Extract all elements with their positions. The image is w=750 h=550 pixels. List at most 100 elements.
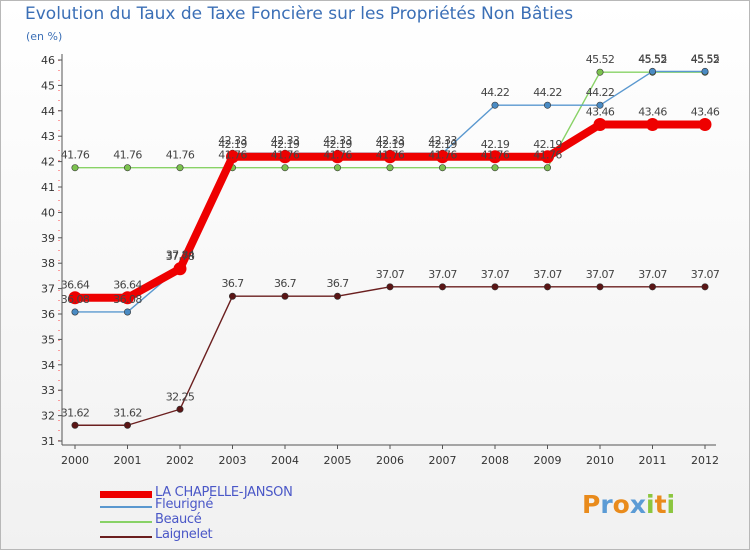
data-label-fleurigne: 42.33 (323, 134, 352, 147)
data-label-laignelet: 31.62 (113, 406, 142, 419)
y-tick-label: 36 (41, 308, 55, 321)
data-point-laignelet (333, 292, 341, 300)
x-tick-label: 2005 (324, 454, 352, 467)
x-tick-label: 2001 (114, 454, 142, 467)
y-tick-label: 40 (41, 206, 55, 219)
legend-swatch (100, 536, 152, 538)
data-label-laignelet: 37.07 (428, 268, 457, 281)
data-point-laignelet (281, 292, 289, 300)
x-tick-label: 2000 (61, 454, 89, 467)
data-label-la-chapelle-janson: 42.19 (428, 138, 457, 151)
data-point-beauce (438, 164, 446, 172)
data-label-fleurigne: 44.22 (481, 86, 510, 99)
data-label-la-chapelle-janson: 42.19 (533, 138, 562, 151)
data-label-fleurigne: 42.33 (271, 134, 300, 147)
data-point-laignelet (124, 421, 132, 429)
data-point-beauce (176, 164, 184, 172)
data-point-la-chapelle-janson (698, 118, 712, 132)
y-tick-label: 31 (41, 435, 55, 448)
data-label-fleurigne: 44.22 (533, 86, 562, 99)
data-point-laignelet (648, 283, 656, 291)
data-point-beauce (386, 164, 394, 172)
data-label-laignelet: 36.7 (274, 277, 297, 290)
data-point-laignelet (176, 405, 184, 413)
data-point-la-chapelle-janson (541, 150, 554, 164)
data-point-beauce (333, 164, 341, 172)
data-point-laignelet (71, 421, 79, 429)
data-point-laignelet (438, 283, 446, 291)
data-label-la-chapelle-janson: 43.46 (638, 106, 667, 119)
y-tick-label: 45 (41, 79, 55, 92)
y-tick-label: 46 (41, 54, 55, 67)
data-point-fleurigne (543, 101, 551, 109)
data-label-fleurigne: 42.33 (376, 134, 405, 147)
data-label-beauce: 41.76 (533, 149, 562, 162)
data-point-la-chapelle-janson (173, 262, 187, 276)
x-tick-label: 2006 (376, 454, 404, 467)
data-label-beauce: 41.76 (61, 149, 90, 162)
data-label-la-chapelle-janson: 37.78 (166, 250, 195, 263)
data-label-beauce: 41.76 (271, 149, 300, 162)
data-label-beauce: 41.76 (166, 149, 195, 162)
data-label-la-chapelle-janson: 42.19 (271, 138, 300, 151)
data-label-la-chapelle-janson: 42.19 (323, 138, 352, 151)
y-tick-label: 43 (41, 130, 55, 143)
chart-title: Evolution du Taux de Taxe Foncière sur l… (25, 4, 574, 24)
data-label-laignelet: 37.07 (691, 268, 720, 281)
data-point-laignelet (386, 283, 394, 291)
x-tick-label: 2003 (219, 454, 247, 467)
y-tick-label: 33 (41, 384, 55, 397)
data-point-la-chapelle-janson (331, 150, 344, 164)
data-point-fleurigne (701, 67, 709, 75)
data-label-la-chapelle-janson: 43.46 (691, 106, 720, 119)
data-point-la-chapelle-janson (436, 150, 449, 164)
legend-swatch (100, 491, 152, 498)
data-point-beauce (543, 164, 551, 172)
x-tick-label: 2010 (586, 454, 614, 467)
data-point-la-chapelle-janson (121, 291, 134, 305)
data-point-fleurigne (124, 308, 132, 316)
data-point-la-chapelle-janson (226, 150, 239, 164)
data-point-la-chapelle-janson (68, 291, 82, 305)
data-label-fleurigne: 44.22 (586, 86, 615, 99)
y-axis-unit: (en %) (26, 30, 63, 43)
legend-label: Laignelet (155, 527, 213, 542)
data-label-laignelet: 36.7 (221, 277, 244, 290)
x-tick-label: 2012 (691, 454, 719, 467)
data-label-laignelet: 31.62 (61, 406, 90, 419)
data-label-laignelet: 37.07 (586, 268, 615, 281)
data-point-beauce (281, 164, 289, 172)
data-point-fleurigne (596, 101, 604, 109)
data-label-la-chapelle-janson: 42.19 (218, 138, 247, 151)
legend-label: LA CHAPELLE-JANSON (155, 485, 293, 500)
y-tick-label: 41 (41, 181, 55, 194)
data-label-beauce: 41.76 (376, 149, 405, 162)
x-tick-label: 2007 (429, 454, 457, 467)
data-label-laignelet: 37.07 (376, 268, 405, 281)
x-tick-label: 2002 (166, 454, 194, 467)
data-label-fleurigne: 45.55 (638, 52, 667, 65)
data-point-laignelet (229, 292, 237, 300)
data-label-beauce: 41.76 (218, 149, 247, 162)
data-label-fleurigne: 42.33 (428, 134, 457, 147)
data-label-fleurigne: 45.55 (691, 52, 720, 65)
data-point-la-chapelle-janson (646, 118, 659, 132)
data-label-beauce: 41.76 (428, 149, 457, 162)
y-tick-label: 38 (41, 257, 55, 270)
x-tick-label: 2011 (639, 454, 667, 467)
y-tick-label: 34 (41, 359, 55, 372)
data-point-la-chapelle-janson (593, 118, 607, 132)
data-label-fleurigne: 36.08 (113, 293, 142, 306)
data-point-fleurigne (648, 67, 656, 75)
data-label-beauce: 45.52 (691, 53, 720, 66)
data-point-la-chapelle-janson (488, 150, 502, 164)
x-tick-label: 2008 (481, 454, 509, 467)
data-label-beauce: 41.76 (481, 149, 510, 162)
data-label-laignelet: 37.07 (638, 268, 667, 281)
data-point-beauce (596, 68, 604, 76)
data-label-la-chapelle-janson: 42.19 (376, 138, 405, 151)
data-label-laignelet: 32.25 (166, 390, 195, 403)
data-point-laignelet (701, 283, 709, 291)
series-line-laignelet (75, 286, 705, 426)
y-tick-label: 44 (41, 105, 55, 118)
